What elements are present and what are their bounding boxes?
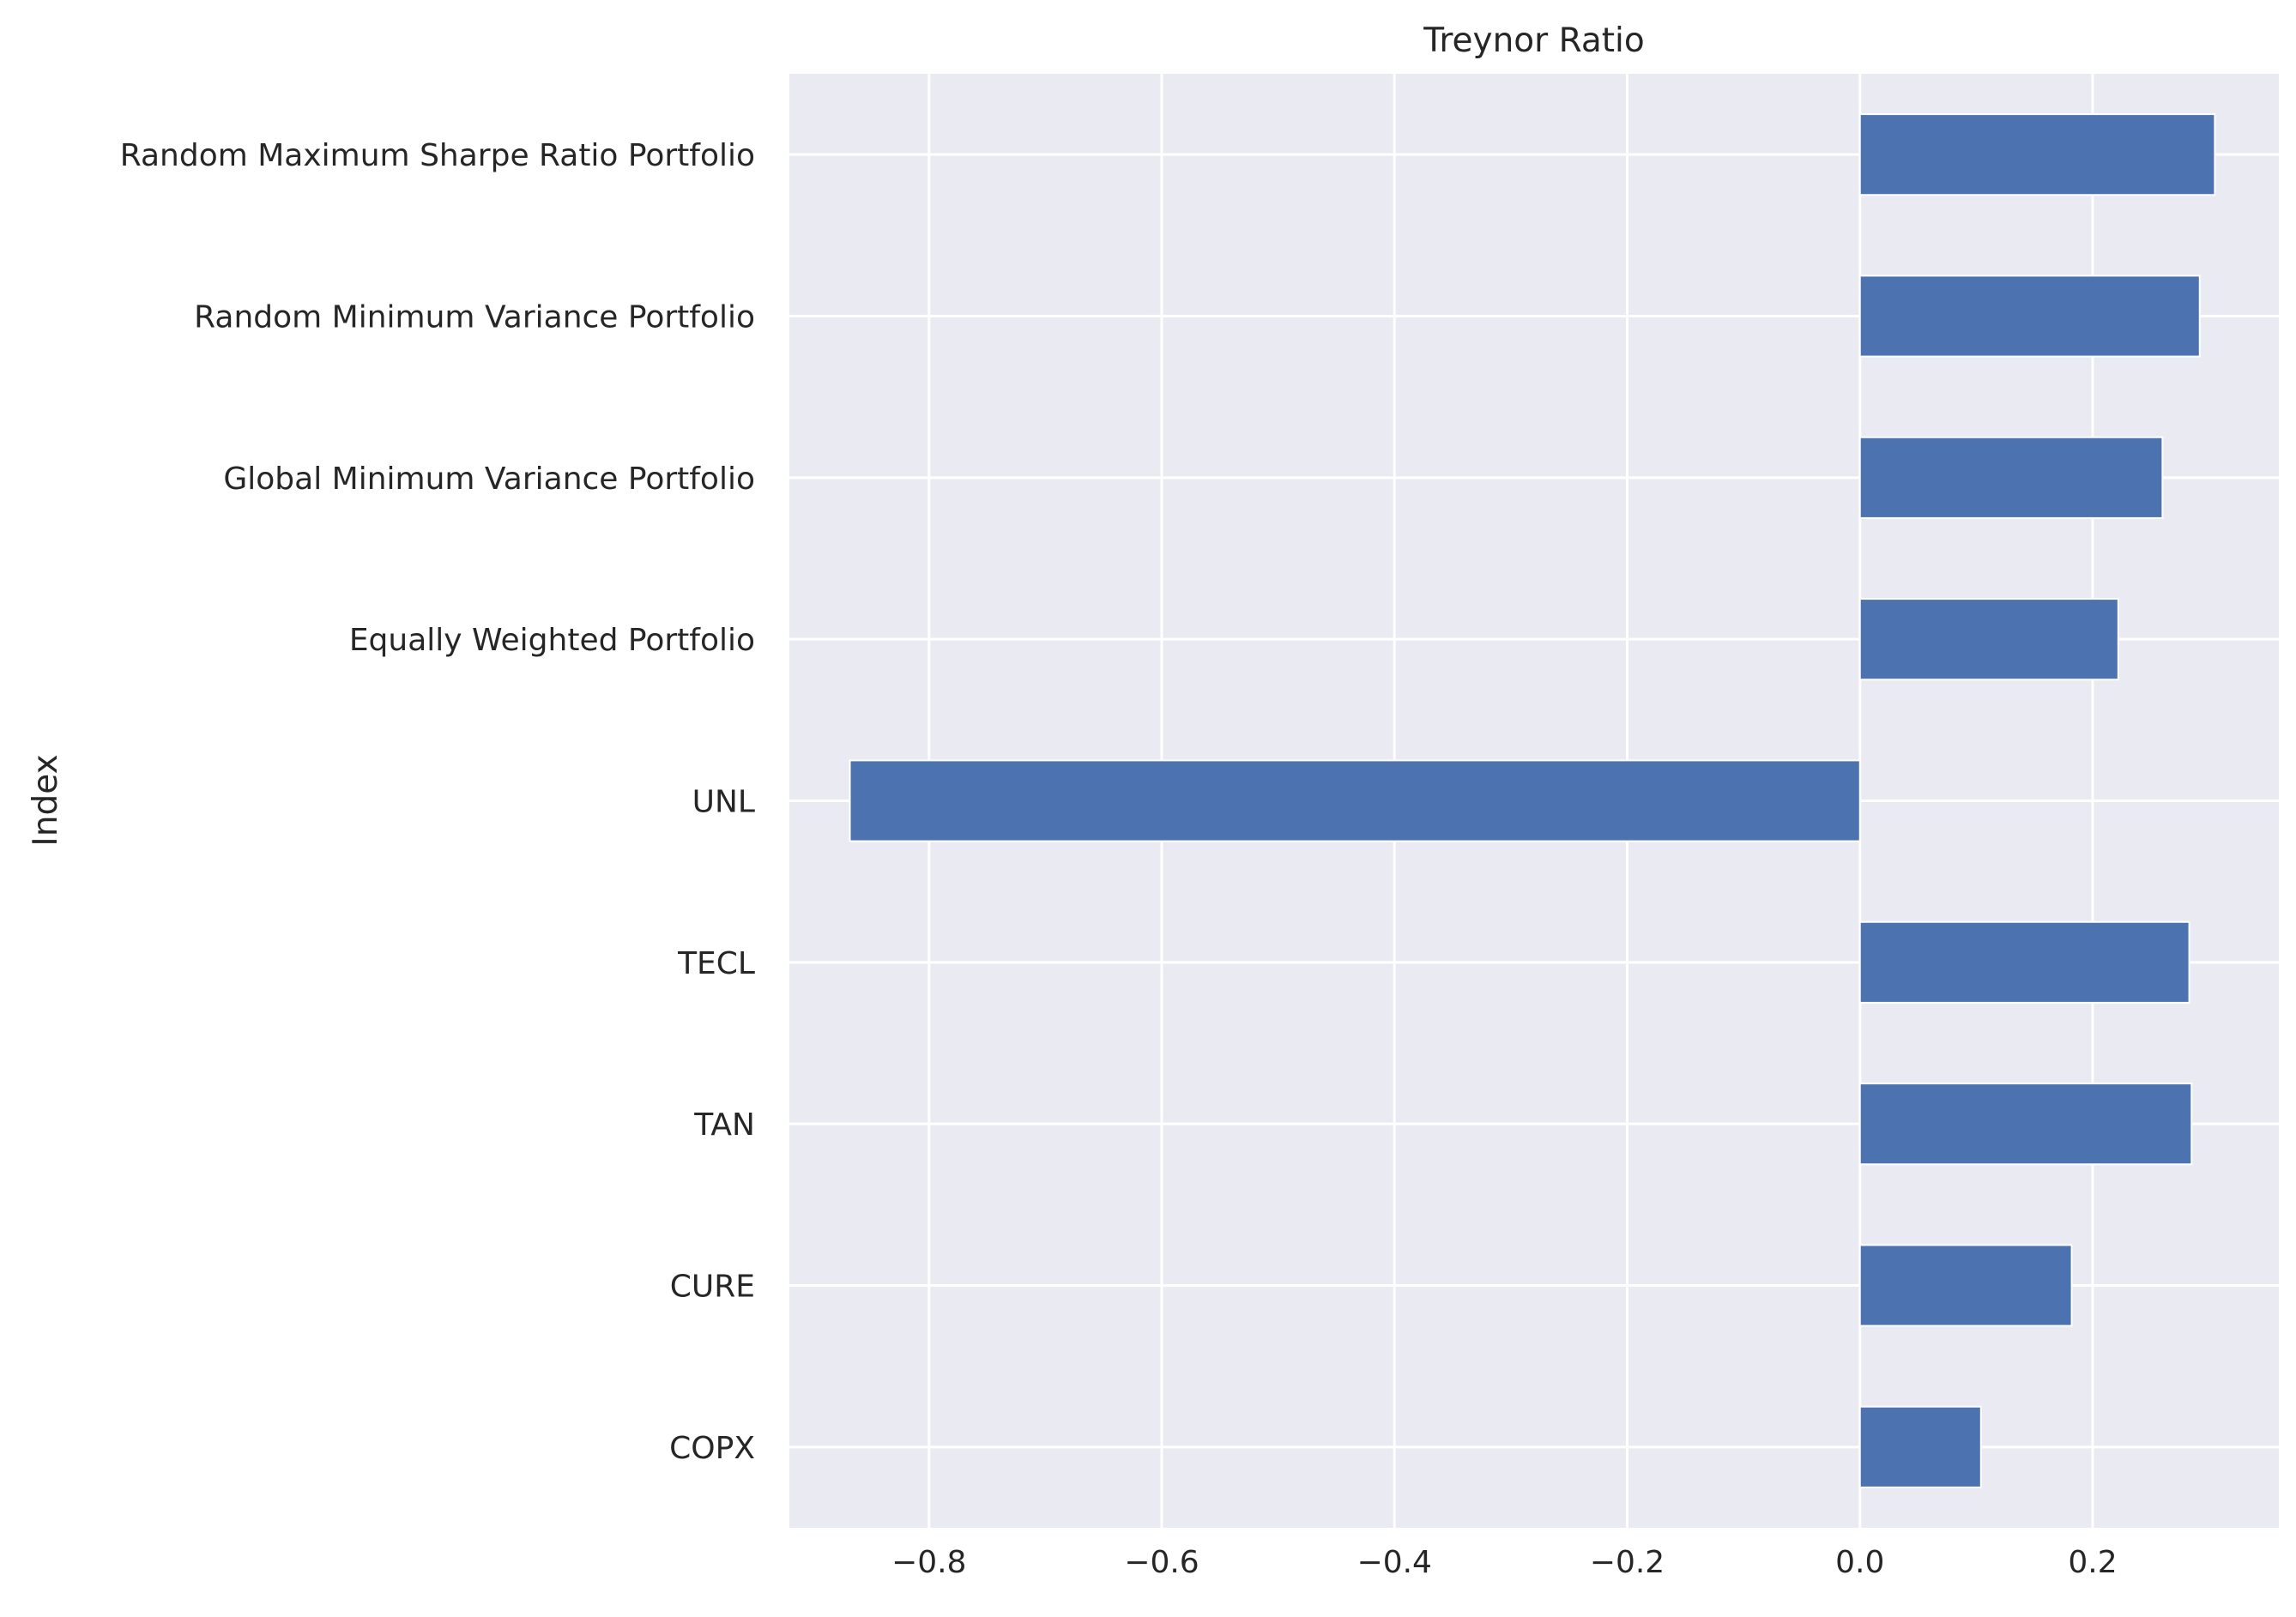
bar bbox=[849, 759, 1861, 842]
bar bbox=[1858, 1244, 2073, 1327]
x-tick-label: 0.0 bbox=[1835, 1545, 1884, 1580]
bar bbox=[1858, 113, 2216, 196]
bar bbox=[1858, 436, 2164, 519]
y-tick-label: TECL bbox=[677, 946, 755, 981]
y-tick-label: Random Minimum Variance Portfolio bbox=[194, 300, 755, 335]
y-tick-label: CURE bbox=[670, 1270, 755, 1305]
y-tick-label: TAN bbox=[693, 1107, 755, 1143]
y-tick-label: Random Maximum Sharpe Ratio Portfolio bbox=[120, 138, 755, 173]
bar bbox=[1858, 275, 2201, 358]
x-tick-label: −0.8 bbox=[891, 1545, 966, 1580]
x-tick-label: −0.6 bbox=[1124, 1545, 1199, 1580]
bar bbox=[1858, 1405, 1982, 1488]
x-tick-label: 0.2 bbox=[2068, 1545, 2117, 1580]
x-tick-labels: −0.8 −0.6 −0.4 −0.2 0.0 0.2 bbox=[891, 1545, 2118, 1580]
y-axis-label: Index bbox=[27, 754, 65, 846]
y-tick-label: COPX bbox=[669, 1431, 755, 1466]
y-tick-label: Equally Weighted Portfolio bbox=[349, 623, 755, 658]
bar bbox=[1858, 1083, 2193, 1166]
y-tick-labels: Random Maximum Sharpe Ratio Portfolio Ran… bbox=[120, 138, 755, 1466]
x-tick-label: −0.2 bbox=[1590, 1545, 1665, 1580]
bar bbox=[1858, 920, 2190, 1004]
x-tick-label: −0.4 bbox=[1357, 1545, 1432, 1580]
bar-layer bbox=[849, 113, 2216, 1488]
y-tick-label: UNL bbox=[692, 785, 755, 820]
chart-title: Treynor Ratio bbox=[1423, 21, 1644, 60]
y-tick-label: Global Minimum Variance Portfolio bbox=[223, 462, 755, 497]
bar bbox=[1858, 598, 2119, 681]
